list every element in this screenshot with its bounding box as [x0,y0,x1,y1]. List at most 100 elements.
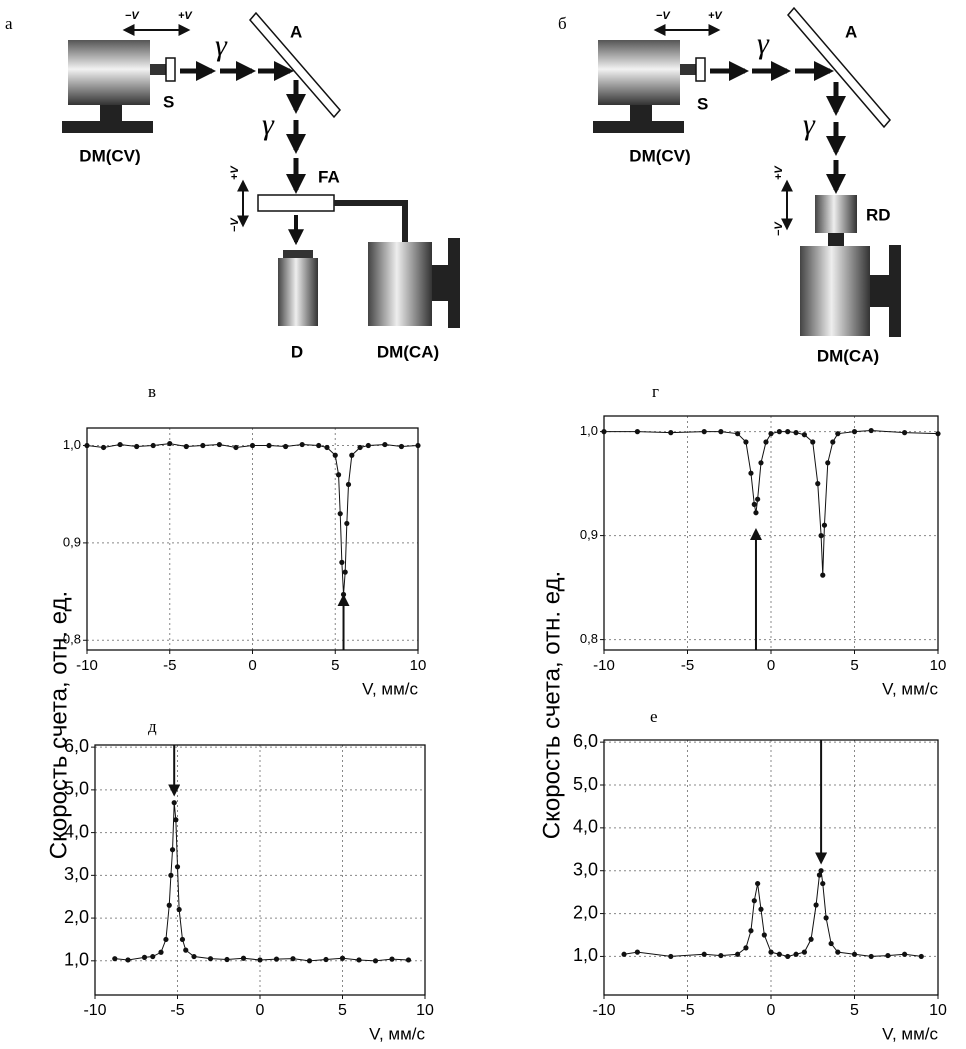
data-point [84,442,90,449]
detector-cap [283,250,313,259]
data-point [216,441,222,448]
chart: 1,0 2,0 3,0 4,0 5,0 6,0 -10 -5 0 5 10 V, мм/с Скорос… [45,591,434,1044]
detector-label: D [291,342,303,361]
data-point [761,932,767,938]
data-point [935,431,941,437]
chart: 0,8 0,9 1,0 -10 -5 0 5 10 V, мм/с [63,427,427,698]
data-point [868,427,874,434]
x-axis-label: V, мм/с [369,1024,425,1043]
data-point [634,949,641,955]
data-point [718,952,724,959]
data-point [249,442,256,449]
gamma-label: γ [215,29,228,62]
data-point [743,945,749,951]
data-point [755,496,761,502]
data-point [332,452,338,458]
velocity-label: −V [229,217,241,232]
data-point [183,947,189,953]
data-point [621,951,627,957]
data-point [768,949,774,955]
drive-label: DM(CA) [817,346,879,365]
drive-label: DM(CV) [79,146,140,165]
data-point [224,956,230,963]
source [695,57,706,82]
y-tick-label: 0,8 [63,632,81,647]
y-tick-label: 1,0 [580,423,598,438]
drive-body [800,246,870,336]
panel-label: б [558,14,567,33]
x-tick-label: -10 [592,1002,615,1019]
data-point [283,443,289,450]
x-axis-label: V, мм/с [882,679,938,698]
y-tick-label: 0,8 [580,631,598,646]
data-point [345,481,352,488]
data-point [701,951,707,957]
data-point [918,953,924,960]
drive-neck [870,275,890,307]
x-tick-label: 10 [410,657,427,674]
resonant-detector [815,195,857,233]
x-tick-label: -5 [680,1002,694,1019]
data-point [808,936,814,942]
data-point [207,956,214,962]
analyzer [787,6,891,129]
data-point [868,953,874,960]
velocity-label: −V [656,10,671,22]
data-point [830,439,836,445]
analyzer-label: A [845,22,857,41]
data-point [902,430,908,436]
data-point [344,520,350,527]
x-axis-label: V, мм/с [882,1024,938,1043]
source-label: S [163,92,174,111]
source-holder [680,64,696,75]
y-tick-label: 4,0 [64,821,89,841]
data-point [851,429,858,435]
panel-label: д [148,717,157,736]
data-point [748,470,754,476]
data-point [835,431,841,437]
data-point [634,429,641,435]
detector-neck [828,233,844,246]
data-point [324,444,330,451]
data-point [751,501,757,507]
plot-frame [603,739,939,996]
data-point [176,906,182,913]
x-tick-label: 0 [248,657,256,674]
data-point [851,951,858,957]
data-line [623,870,922,957]
data-point [785,429,791,435]
data-point [415,442,421,449]
detector [278,258,318,326]
data-point [668,430,674,436]
data-point [191,953,197,960]
data-point [885,952,891,959]
data-point [171,800,177,806]
data-point [174,864,181,870]
x-tick-label: -5 [681,657,694,674]
data-point [748,928,754,934]
data-point [389,956,395,962]
drive-body [368,242,432,326]
data-point [356,957,362,963]
data-point [339,559,345,565]
chart: 1,0 2,0 3,0 4,0 5,0 6,0 -10 -5 0 5 10 V, мм/с Скорос… [538,571,947,1044]
data-point [815,481,821,487]
drive-body [598,40,680,105]
analyzer-label: A [290,22,302,41]
data-point [266,442,272,449]
x-tick-label: -5 [170,1002,184,1019]
y-axis-label: Скорость счета, отн. ед. [538,571,565,839]
drive-base [593,121,684,133]
data-point [150,442,156,449]
data-point [821,522,828,528]
data-point [166,902,172,908]
data-point [701,429,707,435]
data-point [810,439,816,445]
data-point [169,847,176,853]
y-tick-label: 0,9 [580,527,598,542]
data-point [398,443,405,450]
drive-neck [100,105,122,121]
data-point [818,533,824,539]
drive-base [62,121,153,133]
data-point [125,957,131,963]
